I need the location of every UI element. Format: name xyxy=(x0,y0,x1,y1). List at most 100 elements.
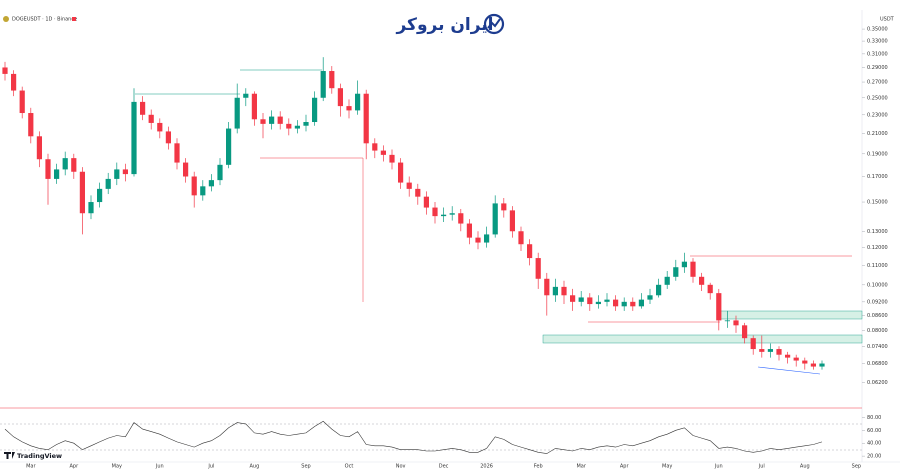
candle-body xyxy=(621,301,627,307)
candle-body xyxy=(355,93,361,111)
candle-body xyxy=(819,363,825,367)
candle-body xyxy=(88,202,94,214)
candle-body xyxy=(36,136,42,160)
candle-body xyxy=(174,143,180,163)
y-tick-label: 0.29000 xyxy=(867,65,888,71)
logo-ring xyxy=(483,13,505,35)
y-tick-label: 0.13000 xyxy=(867,229,888,235)
candle-body xyxy=(441,214,447,217)
y-tick-label: 0.35000 xyxy=(867,27,888,33)
candle-body xyxy=(681,261,687,268)
x-tick-label: Aug xyxy=(800,464,810,470)
y-tick-label: 80.00 xyxy=(867,415,881,421)
candle-body xyxy=(226,128,232,165)
brand: TradingView xyxy=(17,452,62,460)
candle-body xyxy=(707,284,713,294)
x-tick-label: Feb xyxy=(534,464,543,470)
candle-body xyxy=(234,97,240,129)
candle-body xyxy=(312,97,318,123)
y-tick-label: 0.12000 xyxy=(867,245,888,251)
y-tick-label: 0.25000 xyxy=(867,95,888,101)
y-tick-label: 0.31000 xyxy=(867,51,888,57)
symbol-title[interactable]: DOGEUSDT · 1D · Binance xyxy=(12,17,77,23)
candle-body xyxy=(604,299,610,302)
candle-body xyxy=(251,93,257,120)
watermark: ایران بروکر xyxy=(395,15,493,35)
candle-body xyxy=(552,286,558,296)
candle-body xyxy=(28,113,34,137)
currency: USDT xyxy=(880,17,895,23)
candle-body xyxy=(630,301,636,307)
y-tick-label: 0.21000 xyxy=(867,131,888,137)
candle-body xyxy=(372,143,378,151)
candle-body xyxy=(475,237,481,243)
candle-body xyxy=(260,119,266,124)
candle-body xyxy=(484,234,490,243)
candle-body xyxy=(432,207,438,217)
x-tick-label: Jul xyxy=(758,464,765,470)
y-tick-label: 0.19000 xyxy=(867,151,888,157)
candle-body xyxy=(724,320,730,322)
x-tick-label: May xyxy=(662,464,672,470)
x-tick-label: Jun xyxy=(714,464,723,470)
candle-body xyxy=(208,180,214,187)
candle-body xyxy=(79,171,85,214)
candle-body xyxy=(11,73,17,91)
candle-body xyxy=(277,116,283,124)
y-tick-label: 60.00 xyxy=(867,428,881,434)
candle-body xyxy=(570,295,576,302)
x-tick-label: Jul xyxy=(207,464,214,470)
candle-body xyxy=(449,213,455,215)
candle-body xyxy=(200,186,206,196)
x-tick-label: Sep xyxy=(852,464,861,470)
x-tick-label: Apr xyxy=(620,464,630,470)
y-tick-label: 0.15000 xyxy=(867,200,888,206)
candle-body xyxy=(122,169,128,175)
candle-body xyxy=(647,295,653,300)
trend-line[interactable] xyxy=(757,366,821,375)
candle-body xyxy=(269,116,275,124)
candle-body xyxy=(243,93,249,98)
candle-body xyxy=(2,67,8,74)
candle-body xyxy=(767,349,773,352)
candle-body xyxy=(501,203,507,211)
candle-body xyxy=(389,154,395,163)
x-tick-label: Nov xyxy=(396,464,406,470)
rsi-line xyxy=(4,420,823,454)
x-tick-label: May xyxy=(112,464,122,470)
candle-body xyxy=(690,261,696,277)
y-tick-label: 0.33000 xyxy=(867,39,888,45)
candle-body xyxy=(527,244,533,259)
candle-body xyxy=(673,267,679,277)
candle-body xyxy=(217,164,223,181)
candle-body xyxy=(71,158,77,172)
candle-body xyxy=(337,88,343,107)
candle-body xyxy=(329,71,335,89)
candle-body xyxy=(509,210,515,232)
candle-body xyxy=(114,169,120,179)
candle-body xyxy=(742,325,748,339)
candle-body xyxy=(131,101,137,175)
candle-body xyxy=(45,159,51,179)
zone-box[interactable] xyxy=(542,334,863,344)
candle-body xyxy=(105,178,111,189)
candle-body xyxy=(793,357,799,361)
y-tick-label: 0.10000 xyxy=(867,282,888,288)
y-tick-label: 0.17000 xyxy=(867,174,888,180)
zone-box[interactable] xyxy=(719,310,863,320)
candle-body xyxy=(561,286,567,296)
x-tick-label: Aug xyxy=(250,464,260,470)
candle-body xyxy=(346,106,352,111)
candle-body xyxy=(62,158,68,170)
candle-body xyxy=(587,297,593,305)
y-tick-label: 0.27000 xyxy=(867,80,888,86)
y-tick-label: 0.23000 xyxy=(867,112,888,118)
y-tick-label: 40.00 xyxy=(867,441,881,447)
candle-body xyxy=(157,122,163,132)
candle-body xyxy=(398,162,404,183)
x-tick-label: Jun xyxy=(155,464,164,470)
candle-body xyxy=(165,131,171,144)
candle-body xyxy=(750,338,756,350)
